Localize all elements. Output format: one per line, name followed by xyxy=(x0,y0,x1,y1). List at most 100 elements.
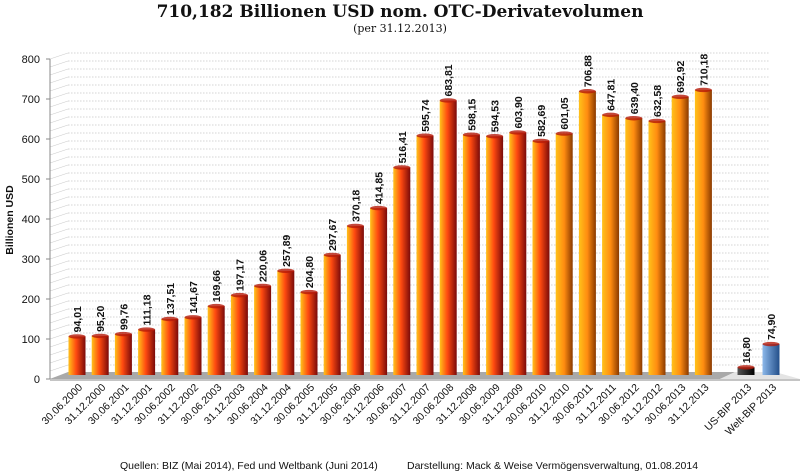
grid-depth-line xyxy=(49,276,69,284)
bar xyxy=(114,334,132,375)
bar xyxy=(602,114,620,375)
data-label: 683,81 xyxy=(443,64,455,96)
grid-depth-line xyxy=(49,300,69,308)
data-label: 598,15 xyxy=(466,98,478,130)
bar xyxy=(230,295,248,375)
data-label: 706,88 xyxy=(582,55,594,87)
grid-depth-line xyxy=(49,268,69,276)
data-label: 595,74 xyxy=(420,99,432,131)
grid-depth-line xyxy=(49,148,69,156)
bar xyxy=(138,329,156,375)
y-tick-label: 700 xyxy=(22,94,40,106)
data-label: 516,41 xyxy=(397,131,409,163)
bar-cap xyxy=(648,118,666,124)
bar xyxy=(277,270,295,375)
bar-cap xyxy=(277,268,295,274)
grid-depth-line xyxy=(49,324,69,332)
y-tick-label: 200 xyxy=(22,294,40,306)
y-tick-label: 800 xyxy=(22,54,40,66)
bar xyxy=(648,120,666,375)
data-label: 95,20 xyxy=(95,305,107,331)
grid-depth-line xyxy=(49,244,69,252)
bar xyxy=(439,100,457,375)
grid-depth-line xyxy=(49,220,69,228)
bar xyxy=(416,135,434,375)
grid-depth-line xyxy=(49,172,69,180)
data-label: 692,92 xyxy=(675,61,687,93)
footer-sources: Quellen: BIZ (Mai 2014), Fed und Weltban… xyxy=(120,460,378,472)
comparison-bar xyxy=(762,344,780,375)
data-label: 647,81 xyxy=(606,79,618,111)
grid-depth-line xyxy=(49,196,69,204)
bar-cap xyxy=(578,89,596,94)
bar-cap xyxy=(602,112,620,118)
comparison-bar xyxy=(737,367,755,375)
grid-depth-line xyxy=(49,164,69,172)
grid-depth-line xyxy=(49,76,69,84)
grid-depth-line xyxy=(49,252,69,260)
bar-cap xyxy=(230,292,248,298)
bar xyxy=(161,318,179,375)
data-label: 257,89 xyxy=(281,235,293,267)
data-label: 111,18 xyxy=(142,294,154,325)
bar-cap xyxy=(625,116,643,121)
grid-depth-line xyxy=(49,356,69,364)
bar-cap xyxy=(207,303,225,309)
comparison-bar-cap xyxy=(762,341,780,347)
y-tick-label: 600 xyxy=(22,134,40,146)
grid-depth-line xyxy=(49,84,69,92)
grid-depth-line xyxy=(49,108,69,116)
bar xyxy=(207,306,225,375)
grid-depth-line xyxy=(49,340,69,348)
data-label: 594,53 xyxy=(490,100,502,132)
grid-depth-line xyxy=(49,292,69,300)
bar-cap xyxy=(346,223,364,229)
y-axis-label: Billionen USD xyxy=(4,185,16,255)
data-label: 710,18 xyxy=(698,54,710,86)
grid-depth-line xyxy=(49,308,69,316)
data-label: 74,90 xyxy=(766,314,778,340)
data-label: 582,69 xyxy=(536,105,548,137)
data-label: 220,06 xyxy=(258,250,270,282)
grid-depth-line xyxy=(49,228,69,236)
bar-cap xyxy=(532,138,550,144)
grid-depth-line xyxy=(49,52,69,60)
bar-cap xyxy=(416,133,434,138)
bar-cap xyxy=(671,94,689,100)
bar xyxy=(68,336,86,375)
data-label: 94,01 xyxy=(72,306,84,332)
bar-cap xyxy=(300,289,318,295)
bar-cap xyxy=(138,327,156,332)
bar-cap xyxy=(439,98,457,103)
bar xyxy=(555,133,573,375)
bar xyxy=(532,140,550,375)
data-label: 639,40 xyxy=(629,82,641,114)
bar-cap xyxy=(462,132,480,137)
bar xyxy=(300,292,318,375)
y-tick-label: 400 xyxy=(22,214,40,226)
chart-title: 710,182 Billionen USD nom. OTC-Derivatev… xyxy=(156,2,644,22)
grid-depth-line xyxy=(49,68,69,76)
bar-cap xyxy=(370,205,388,211)
bar xyxy=(625,118,643,376)
bar-cap xyxy=(161,316,179,322)
y-tick-label: 0 xyxy=(34,374,40,386)
bar-cap xyxy=(555,131,573,136)
grid-depth-line xyxy=(49,116,69,124)
bar xyxy=(393,167,411,375)
data-label: 601,05 xyxy=(559,97,571,129)
data-label: 197,17 xyxy=(234,259,246,291)
grid-depth-line xyxy=(49,364,69,372)
y-tick-label: 300 xyxy=(22,254,40,266)
bar xyxy=(346,225,364,375)
bar xyxy=(254,285,272,375)
grid-depth-line xyxy=(49,140,69,148)
data-label: 141,67 xyxy=(188,281,200,313)
bar xyxy=(509,132,527,375)
comparison-bar-cap xyxy=(737,365,755,370)
footer-credit: Darstellung: Mack & Weise Vermögensverwa… xyxy=(407,460,699,472)
bar-cap xyxy=(486,133,504,139)
bar-cap xyxy=(184,315,202,320)
grid-depth-line xyxy=(49,156,69,164)
bar-cap xyxy=(694,87,712,93)
